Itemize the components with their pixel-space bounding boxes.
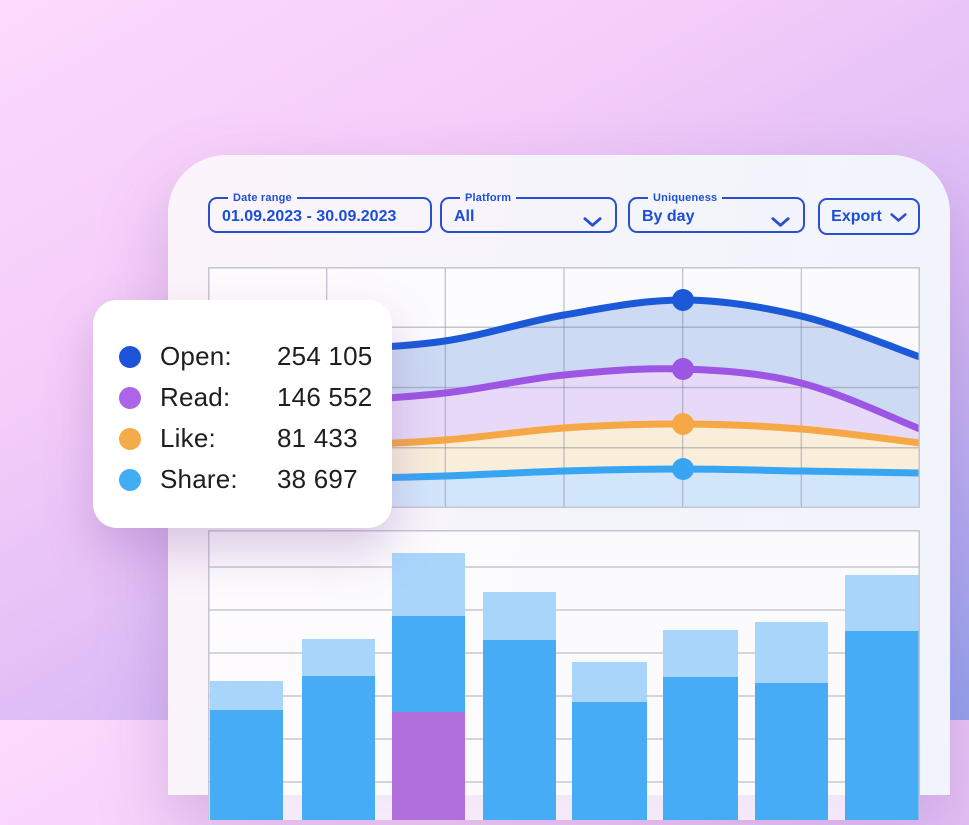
- date-range-label: Date range: [233, 192, 292, 204]
- uniqueness-label: Uniqueness: [653, 192, 718, 204]
- chevron-down-icon: [583, 216, 602, 227]
- uniqueness-value: By day: [642, 208, 695, 225]
- export-button[interactable]: Export: [818, 198, 920, 235]
- like-series-dot-icon: [119, 427, 141, 450]
- tooltip-label-share: Share:: [160, 464, 238, 494]
- tooltip-row-read: Read: 146 552: [119, 377, 392, 418]
- platform-value: All: [454, 208, 475, 225]
- open-series-dot-icon: [119, 345, 141, 368]
- uniqueness-select[interactable]: Uniqueness By day: [628, 192, 805, 233]
- tooltip-value-open: 254 105: [277, 341, 373, 371]
- platform-label: Platform: [465, 192, 512, 204]
- engagement-stacked-bar-chart: [208, 530, 920, 820]
- tooltip-row-share: Share: 38 697: [119, 459, 392, 500]
- export-button-label: Export: [831, 207, 882, 225]
- chevron-down-icon: [890, 213, 907, 222]
- share-series-dot-icon: [119, 468, 141, 491]
- tooltip-value-read: 146 552: [277, 382, 373, 412]
- tooltip-value-share: 38 697: [277, 464, 358, 494]
- tooltip-label-open: Open:: [160, 341, 232, 371]
- tooltip-label-like: Like:: [160, 423, 216, 453]
- chart-tooltip: Open: 254 105 Read: 146 552 Like: 81 433…: [93, 300, 392, 528]
- tooltip-row-like: Like: 81 433: [119, 418, 392, 459]
- date-range-field[interactable]: Date range 01.09.2023 - 30.09.2023: [208, 192, 433, 233]
- tooltip-value-like: 81 433: [277, 423, 358, 453]
- date-range-value: 01.09.2023 - 30.09.2023: [222, 208, 397, 225]
- tooltip-row-open: Open: 254 105: [119, 336, 392, 377]
- tooltip-label-read: Read:: [160, 382, 231, 412]
- platform-select[interactable]: Platform All: [440, 192, 617, 233]
- chevron-down-icon: [771, 216, 790, 227]
- read-series-dot-icon: [119, 386, 141, 409]
